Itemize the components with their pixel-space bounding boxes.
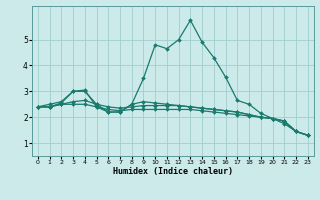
X-axis label: Humidex (Indice chaleur): Humidex (Indice chaleur) [113, 167, 233, 176]
